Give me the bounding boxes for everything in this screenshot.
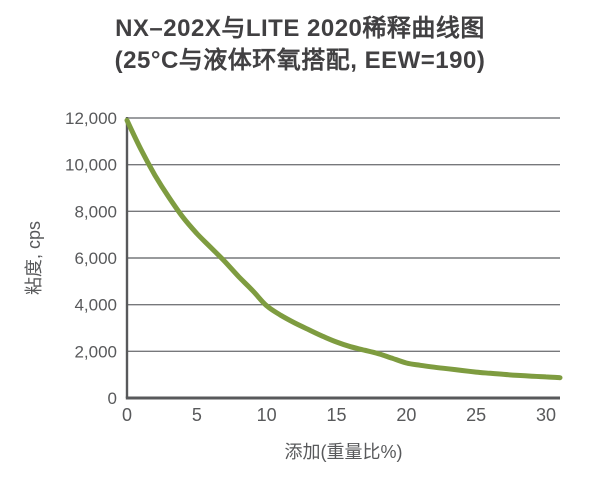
x-tick-label: 20 <box>396 405 416 425</box>
chart-title: NX–202X与LITE 2020稀释曲线图 <box>115 15 485 42</box>
y-tick-label: 6,000 <box>74 249 117 268</box>
x-tick-label: 25 <box>466 405 486 425</box>
x-tick-label: 30 <box>536 405 556 425</box>
y-tick-label: 8,000 <box>74 202 117 221</box>
x-axis-title: 添加(重量比%) <box>285 442 403 462</box>
x-tick-label: 10 <box>257 405 277 425</box>
chart-title-block: NX–202X与LITE 2020稀释曲线图 (25°C与液体环氧搭配, EEW… <box>0 13 600 77</box>
y-tick-label: 10,000 <box>65 156 117 175</box>
x-tick-label: 15 <box>327 405 347 425</box>
y-tick-label: 2,000 <box>74 342 117 361</box>
chart-subtitle: (25°C与液体环氧搭配, EEW=190) <box>114 47 486 74</box>
y-tick-label: 0 <box>108 389 117 408</box>
y-axis-title: 粘度, cps <box>24 221 44 295</box>
dilution-curve <box>124 117 563 381</box>
y-tick-label: 12,000 <box>65 109 117 128</box>
x-tick-label: 0 <box>122 405 132 425</box>
y-tick-label: 4,000 <box>74 296 117 315</box>
x-tick-label: 5 <box>192 405 202 425</box>
